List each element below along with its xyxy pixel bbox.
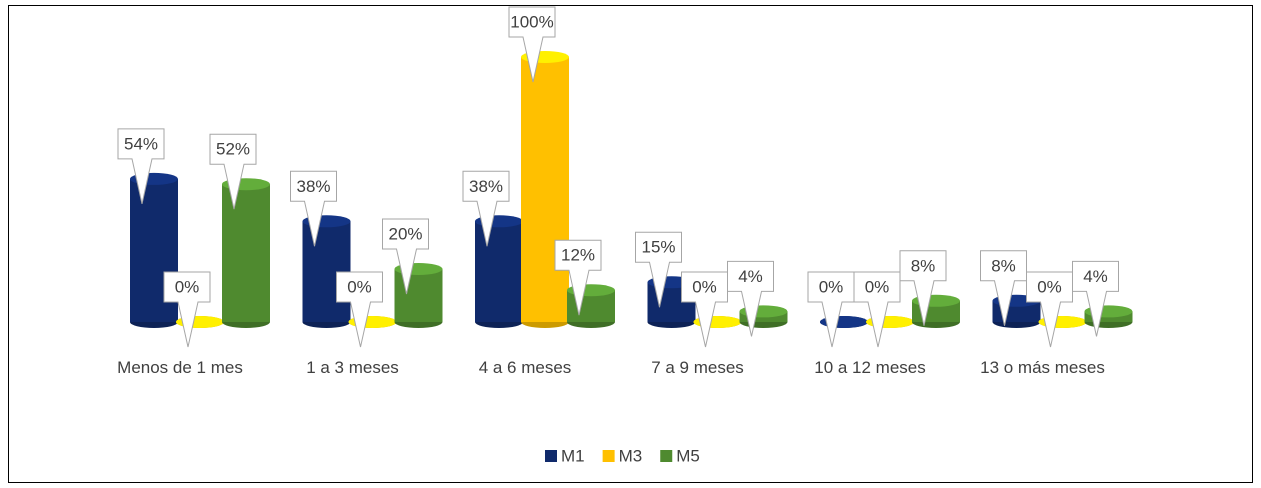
bar-body <box>222 184 270 322</box>
data-label-callout <box>290 170 337 247</box>
chart-border <box>8 5 1253 483</box>
legend-label: M1 <box>561 446 585 465</box>
data-label-callout <box>635 231 682 308</box>
x-tick-label: 13 o más meses <box>980 358 1105 377</box>
data-label: 12% <box>561 246 595 265</box>
data-label: 0% <box>692 277 717 296</box>
data-label: 38% <box>296 177 330 196</box>
data-label: 54% <box>124 134 158 153</box>
bar-body <box>475 221 523 322</box>
data-label: 100% <box>510 12 553 31</box>
data-label-callout <box>1072 260 1119 337</box>
data-label: 0% <box>865 277 890 296</box>
data-label: 0% <box>819 277 844 296</box>
data-label: 8% <box>911 256 936 275</box>
data-label: 0% <box>1037 277 1062 296</box>
x-tick-label: 4 a 6 meses <box>478 358 572 377</box>
data-label: 52% <box>216 140 250 159</box>
data-label-callout <box>163 271 211 348</box>
data-label: 0% <box>175 277 200 296</box>
data-label-callout <box>462 170 510 247</box>
data-label: 4% <box>1083 267 1108 286</box>
bar-body <box>394 269 443 322</box>
data-label-callout <box>336 271 383 348</box>
legend-swatch <box>660 450 673 462</box>
data-label-callout <box>899 250 947 326</box>
bar <box>222 178 270 328</box>
data-label-callout <box>117 128 165 205</box>
data-label: 15% <box>641 238 675 257</box>
data-label-callout <box>980 250 1027 326</box>
legend-swatch <box>545 450 557 462</box>
legend-label: M5 <box>676 446 700 465</box>
x-tick-label: 7 a 9 meses <box>651 358 744 377</box>
x-tick-label: 1 a 3 meses <box>306 358 399 377</box>
x-tick-label: 10 a 12 meses <box>814 358 926 377</box>
data-label-callout <box>382 218 429 295</box>
bar <box>130 172 178 328</box>
legend-swatch <box>602 450 615 462</box>
data-label: 4% <box>738 267 763 286</box>
bar <box>521 51 569 328</box>
data-label: 0% <box>347 277 372 296</box>
x-tick-label: Menos de 1 mes <box>117 358 243 377</box>
data-label-callout <box>508 6 556 83</box>
data-label: 38% <box>469 177 503 196</box>
data-label-callout <box>727 260 774 337</box>
data-label: 20% <box>388 224 422 243</box>
data-label: 8% <box>991 256 1016 275</box>
data-label-callout <box>209 133 257 210</box>
bar <box>475 215 523 328</box>
legend-label: M3 <box>619 446 643 465</box>
bar-body <box>521 57 569 322</box>
data-label-callout <box>554 239 602 316</box>
